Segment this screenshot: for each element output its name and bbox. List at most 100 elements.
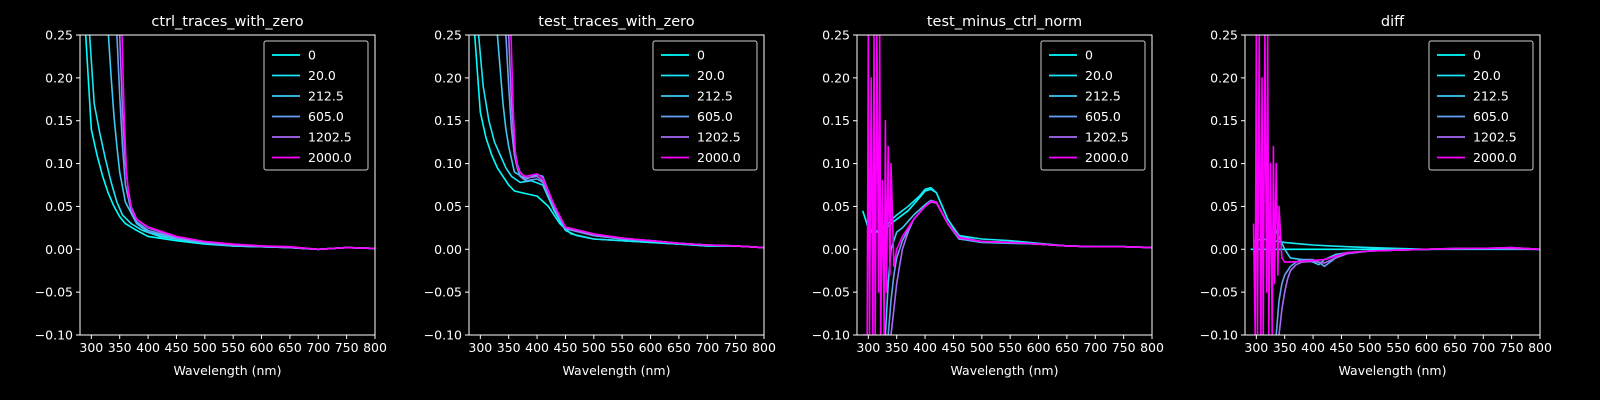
x-tick-label: 450 [165,340,189,355]
x-tick-label: 450 [942,340,966,355]
y-tick-label: −0.05 [812,285,850,300]
x-tick-label: 350 [108,340,132,355]
y-tick-label: 0.00 [1210,242,1238,257]
y-tick-label: 0.10 [1210,156,1238,171]
legend-label: 605.0 [1085,109,1121,124]
y-tick-label: −0.10 [424,328,462,343]
y-tick-label: 0.15 [1210,113,1238,128]
x-tick-label: 800 [1528,340,1552,355]
x-tick-label: 750 [1500,340,1524,355]
legend-label: 0 [1085,48,1093,63]
x-tick-label: 300 [856,340,880,355]
x-tick-label: 550 [998,340,1022,355]
chart-panel-1: 300 350 400 450 500 550 600 650 700 750 800 −0.10 −0… [35,14,387,378]
x-tick-label: 350 [1273,340,1297,355]
series-lines [84,35,375,251]
y-tick-label: −0.10 [1200,328,1238,343]
x-axis-label: Wavelength (nm) [1339,363,1447,378]
legend-label: 605.0 [308,109,344,124]
chart-title: ctrl_traces_with_zero [151,14,303,30]
x-tick-label: 650 [667,340,691,355]
x-tick-label: 450 [554,340,578,355]
y-tick-label: 0.25 [45,28,73,43]
legend-label: 20.0 [1473,68,1501,83]
legend-label: 20.0 [1085,68,1113,83]
x-tick-label: 650 [1443,340,1467,355]
series-line-4 [887,201,1152,335]
x-tick-label: 350 [885,340,909,355]
legend: 0 20.0 212.5 605.0 1202.5 2000.0 [1040,40,1146,171]
series-line-5 [890,201,1152,335]
legend-label: 1202.5 [697,130,741,145]
x-tick-label: 500 [1358,340,1382,355]
x-tick-label: 600 [639,340,663,355]
series-line-3 [884,199,1152,335]
y-tick-label: −0.05 [1200,285,1238,300]
legend-label: 1202.5 [308,130,352,145]
x-tick-label: 300 [1244,340,1268,355]
legend-label: 2000.0 [1473,150,1517,165]
x-tick-label: 700 [695,340,719,355]
legend-label: 2000.0 [697,150,741,165]
chart-panel-3: 300 350 400 450 500 550 600 650 700 750 800 −0.10 −0… [812,14,1164,378]
legend-label: 0 [1473,48,1481,63]
legend-label: 1202.5 [1085,130,1129,145]
series-lines [861,35,1152,335]
legend-label: 20.0 [308,68,336,83]
series-lines [473,35,764,249]
series-line-2 [477,35,764,249]
x-tick-label: 600 [1415,340,1439,355]
x-tick-label: 500 [970,340,994,355]
series-line-3 [1272,223,1540,266]
legend-label: 212.5 [697,89,733,104]
x-tick-label: 650 [1055,340,1079,355]
y-tick-label: 0.05 [1210,199,1238,214]
axes-frame [856,34,1153,336]
y-tick-label: 0.05 [822,199,850,214]
y-tick-label: 0.10 [434,156,462,171]
legend-label: 0 [308,48,316,63]
series-line-6 [121,35,375,251]
x-tick-label: 600 [250,340,274,355]
x-tick-label: 700 [306,340,330,355]
series-line-6 [510,35,764,249]
axes-frame [79,34,376,336]
x-tick-label: 400 [1301,340,1325,355]
series-line-2 [865,186,1152,249]
y-tick-label: 0.15 [45,113,73,128]
x-tick-label: 750 [724,340,748,355]
y-tick-label: 0.00 [45,242,73,257]
legend-label: 212.5 [1473,89,1509,104]
x-tick-label: 550 [221,340,245,355]
x-tick-label: 500 [193,340,217,355]
chart-panel-2: 300 350 400 450 500 550 600 650 700 750 800 −0.10 −0… [424,14,776,378]
y-tick-label: 0.25 [1210,28,1238,43]
x-tick-label: 350 [497,340,521,355]
y-tick-label: 0.05 [434,199,462,214]
series-line-6 [1252,35,1540,335]
axes-frame [1244,34,1541,336]
legend: 0 20.0 212.5 605.0 1202.5 2000.0 [652,40,758,171]
y-tick-label: 0.15 [434,113,462,128]
x-tick-label: 800 [363,340,387,355]
x-tick-label: 750 [335,340,359,355]
chart-title: diff [1381,14,1405,30]
y-tick-label: −0.05 [35,285,73,300]
x-tick-label: 400 [913,340,937,355]
x-tick-label: 500 [582,340,606,355]
y-tick-label: 0.00 [434,242,462,257]
x-axis-label: Wavelength (nm) [563,363,671,378]
series-line-6 [862,35,1152,335]
y-tick-label: 0.20 [434,70,462,85]
legend-label: 605.0 [697,109,733,124]
legend-label: 1202.5 [1473,130,1517,145]
x-tick-label: 800 [752,340,776,355]
x-tick-label: 400 [525,340,549,355]
legend-label: 20.0 [697,68,725,83]
y-tick-label: −0.10 [812,328,850,343]
y-tick-label: −0.05 [424,285,462,300]
legend-label: 212.5 [1085,89,1121,104]
legend-label: 2000.0 [308,150,352,165]
legend: 0 20.0 212.5 605.0 1202.5 2000.0 [1428,40,1534,171]
